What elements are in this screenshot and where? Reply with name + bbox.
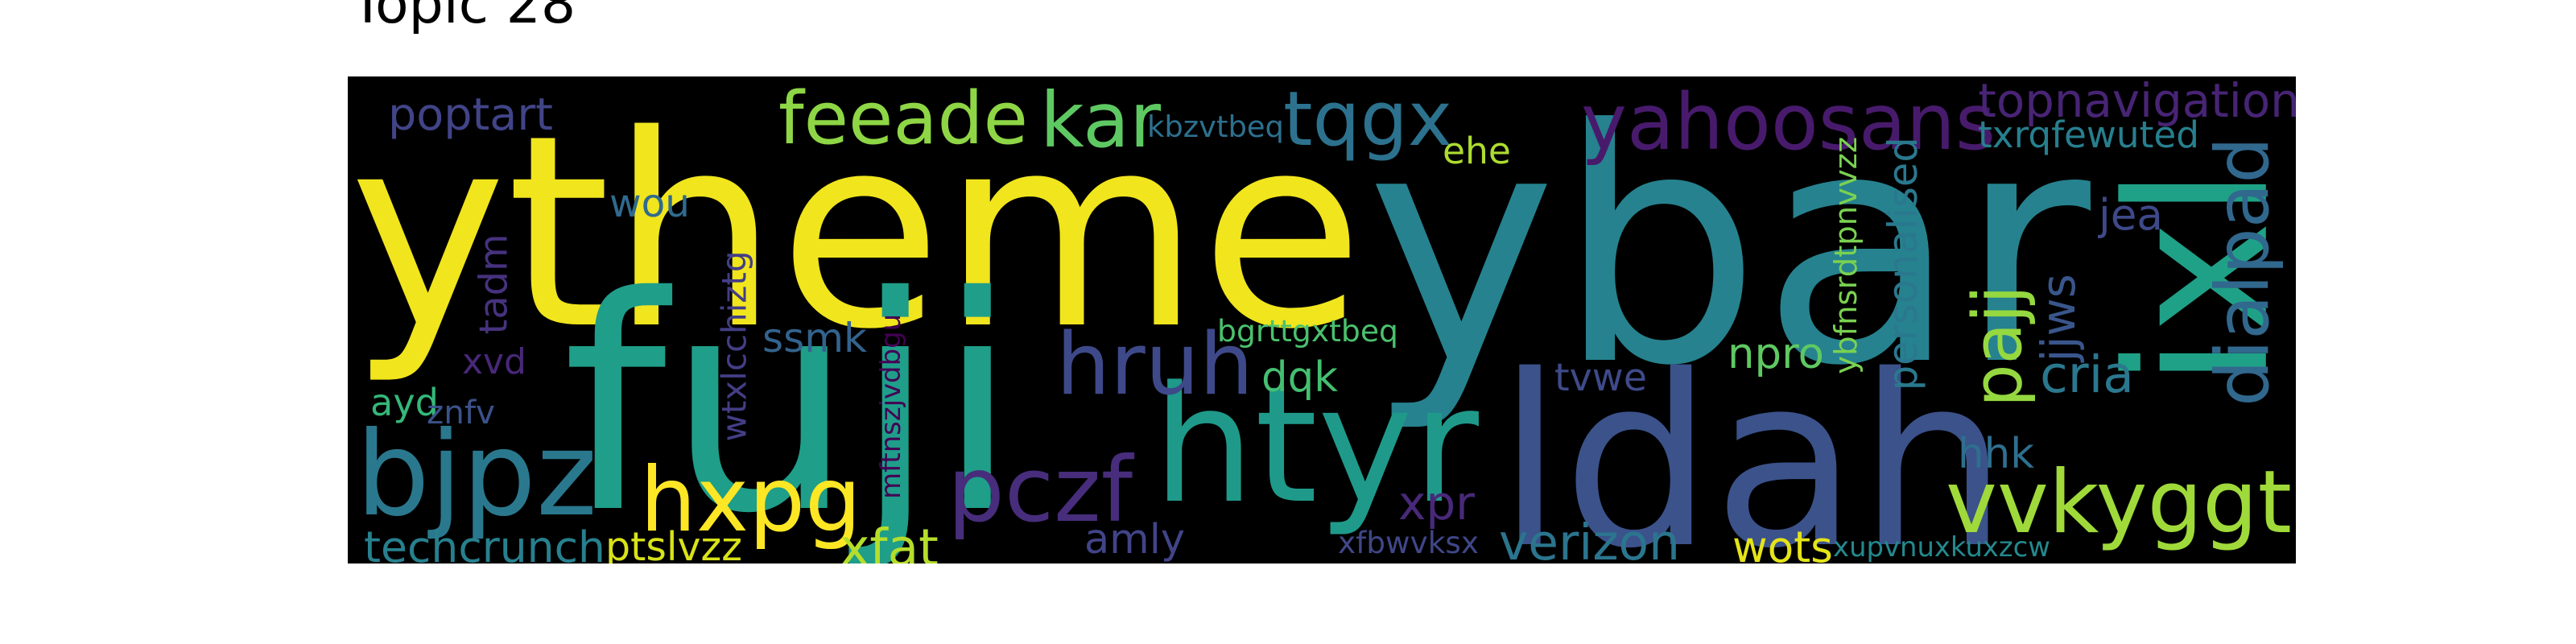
word-36: ybfnsrdtpnvvzz [1828,137,1865,374]
word-18: txrqfewuted [1978,113,2199,156]
word-21: kbzvtbeq [1147,109,1284,144]
word-29: mftnszjvdbgu [875,314,907,499]
word-32: dqk [1261,353,1338,402]
word-37: npro [1728,328,1824,378]
word-26: ayd [370,380,439,424]
word-46: verizon [1499,514,1680,564]
word-3: fuji [562,233,1019,564]
word-15: hxpg [639,449,862,553]
word-38: tvwe [1554,356,1647,401]
word-20: poptart [388,88,553,141]
word-17: topnavigation [1978,76,2296,128]
word-45: xfbwvksx [1338,525,1479,561]
word-39: hhk [1958,430,2034,479]
word-30: ssmk [762,314,867,361]
word-14: pczf [947,438,1133,543]
word-33: jea [2099,189,2163,240]
word-5: htyr [1153,353,1479,540]
word-25: xvd [462,341,526,382]
word-31: bgrttgxtbeq [1217,313,1398,349]
word-4: ldah [1496,325,2008,564]
word-0: ytheme [349,78,1364,388]
word-47: wots [1732,522,1833,564]
word-44: xpr [1398,475,1475,530]
word-6: vvkyggt [1946,452,2292,553]
word-40: techcrunch [364,522,605,564]
word-42: xfat [840,518,939,564]
word-35: cria [2040,345,2134,404]
word-22: ehe [1443,129,1511,172]
word-12: dialpad [2200,137,2285,407]
word-41: ptslvzz [605,523,742,564]
word-27: znfv [427,393,495,432]
chart-title: Topic 28 [351,0,576,36]
word-24: tadm [472,233,517,334]
word-19: personalised [1879,136,1926,390]
word-23: wou [609,180,690,226]
word-8: feeade [778,76,1028,161]
word-7: bjpz [356,407,597,543]
word-43: amly [1084,514,1185,563]
word-cloud: ytheme ybar ixl fuji ldah htyr vvkyggt bjpz feea… [348,76,2296,564]
word-1: ybar [1366,76,2091,437]
word-28: wtxlcchiztg [713,250,753,442]
word-9: kar [1040,76,1161,165]
word-48: xupvnuxkuxzcw [1833,531,2050,564]
word-13: hruh [1056,314,1253,414]
word-11: yahoosans [1581,77,1996,168]
word-16: pajj [1958,285,2037,407]
word-10: tqgx [1283,76,1452,163]
